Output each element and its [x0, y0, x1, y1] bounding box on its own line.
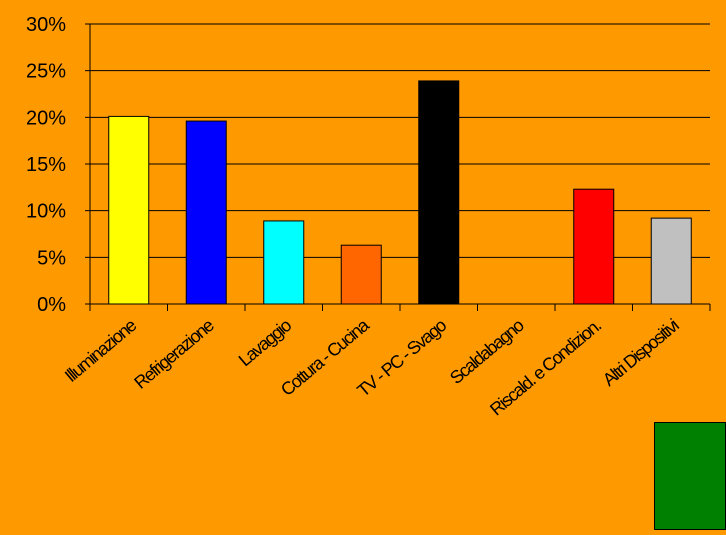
y-tick-labels: 0% 5% 10% 15% 20% 25% 30%	[26, 14, 66, 316]
green-swatch	[654, 422, 726, 530]
x-tick-label: Refrigerazione	[130, 315, 218, 393]
y-tick-label: 25%	[26, 61, 66, 83]
bars	[108, 80, 692, 305]
x-tick-label: Illuminazione	[61, 315, 141, 386]
y-tick-label: 20%	[26, 107, 66, 129]
x-tick-label: Scaldabagno	[446, 315, 528, 388]
gridlines	[90, 23, 710, 258]
bar	[573, 188, 615, 305]
axes	[85, 23, 711, 311]
y-tick-label: 15%	[26, 154, 66, 176]
bar	[650, 217, 692, 305]
bar	[263, 220, 305, 305]
y-tick-label: 30%	[26, 14, 66, 36]
y-tick-label: 0%	[37, 294, 66, 316]
bar	[185, 120, 227, 305]
x-tick-label: Altri Dispositivi	[599, 315, 682, 389]
bar	[340, 244, 382, 305]
bar	[418, 80, 460, 305]
y-tick-label: 5%	[37, 247, 66, 269]
bar	[108, 115, 150, 305]
x-tick-label: Lavaggio	[235, 315, 296, 371]
y-tick-label: 10%	[26, 201, 66, 223]
